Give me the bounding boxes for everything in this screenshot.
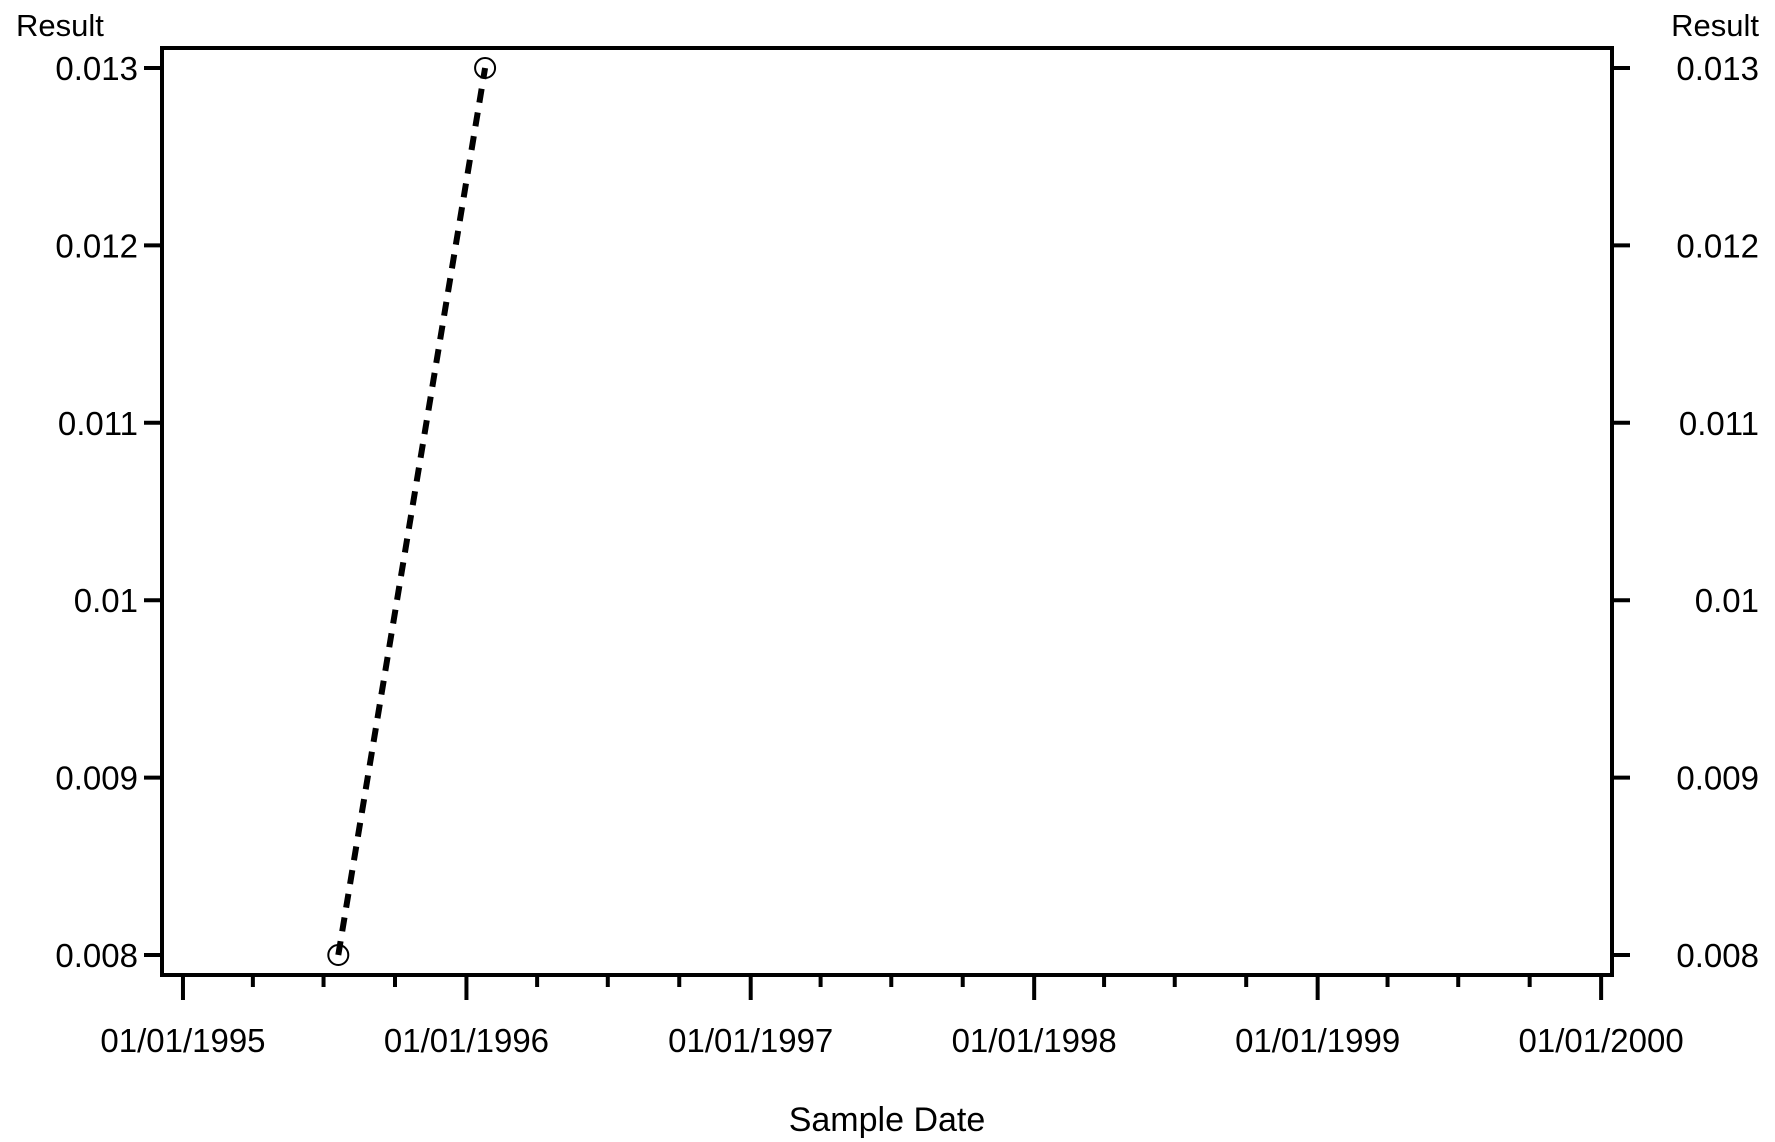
y-tick-label-right: 0.013 (1676, 50, 1759, 87)
y-tick-label-left: 0.01 (74, 582, 138, 619)
series-layer (327, 57, 497, 966)
series-line (335, 67, 489, 956)
x-tick-label: 01/01/1998 (952, 1022, 1117, 1059)
x-ticks: 01/01/1995 01/01/1996 01/01/1997 01/01/1998… (100, 975, 1684, 1059)
plot-frame (160, 46, 1614, 977)
y-axis-label-right: Result (1671, 8, 1759, 43)
y-tick-label-right: 0.01 (1695, 582, 1759, 619)
y-tick-label-left: 0.008 (55, 937, 138, 974)
y-tick-label-left: 0.011 (58, 405, 138, 442)
x-tick-label: 01/01/1995 (100, 1022, 265, 1059)
x-tick-label: 01/01/1999 (1235, 1022, 1400, 1059)
x-tick-label: 01/01/2000 (1519, 1022, 1684, 1059)
y-tick-label-left: 0.009 (55, 760, 138, 797)
y-tick-label-right: 0.009 (1676, 760, 1759, 797)
y-tick-label-left: 0.012 (55, 227, 138, 264)
y-tick-label-right: 0.008 (1676, 937, 1759, 974)
x-axis-label: Sample Date (789, 1101, 986, 1139)
data-point-marker (474, 57, 497, 79)
x-tick-label: 01/01/1996 (384, 1022, 549, 1059)
y-tick-label-left: 0.013 (55, 50, 138, 87)
data-point-marker (327, 944, 350, 966)
y-tick-label-right: 0.011 (1679, 405, 1759, 442)
y-axis-label-left: Result (16, 8, 104, 43)
y-ticks-left: 0.008 0.009 0.01 0.011 0.012 0.013 (55, 50, 162, 974)
y-ticks-right: 0.008 0.009 0.01 0.011 0.012 0.013 (1612, 50, 1759, 974)
y-tick-label-right: 0.012 (1676, 227, 1759, 264)
x-tick-label: 01/01/1997 (668, 1022, 833, 1059)
